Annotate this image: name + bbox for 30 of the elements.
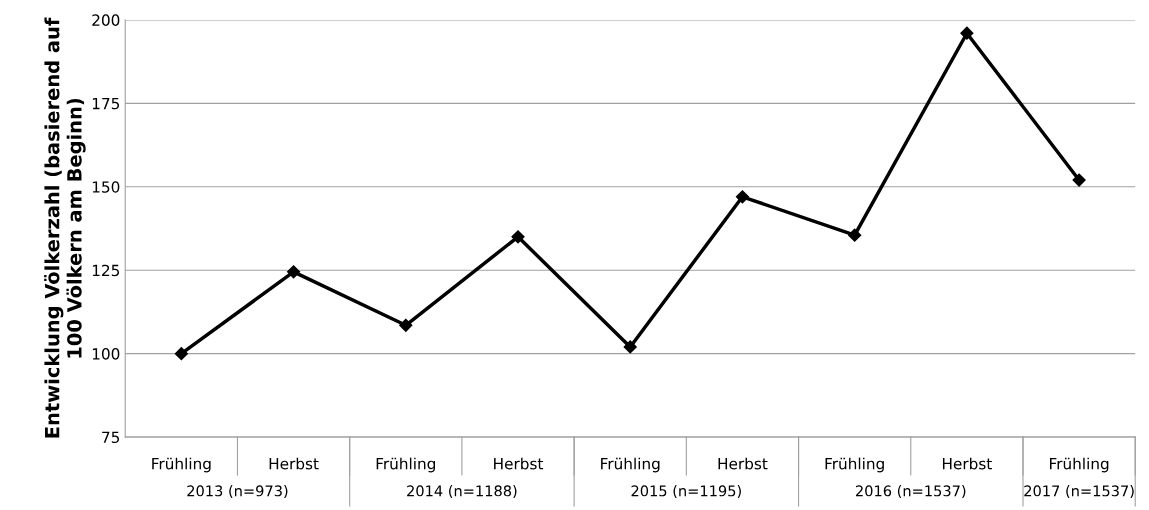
- y-tick-label: 100: [92, 348, 120, 360]
- x-tick-label: Frühling: [376, 457, 435, 473]
- point: [960, 26, 974, 40]
- y-axis-title: Entwicklung Völkerzahl (basierend auf 100 Völkern am Beginn): [44, 17, 86, 438]
- point: [399, 318, 413, 332]
- y-tick-label: 125: [92, 264, 120, 277]
- text: 2016 (n=1537): [855, 485, 966, 499]
- y-tick-label: 75: [102, 431, 120, 444]
- y-tick-label: 200: [92, 14, 120, 26]
- point: [623, 340, 637, 354]
- x-tick-label: Herbst: [269, 457, 319, 470]
- x-tick-label: Herbst: [494, 457, 544, 470]
- point: [511, 230, 525, 244]
- text: 2014 (n=1188): [407, 485, 517, 499]
- x-tick-label: Frühling: [601, 457, 660, 473]
- x-tick-label: Frühling: [152, 457, 211, 473]
- point: [1072, 173, 1086, 187]
- point: [174, 347, 188, 361]
- text: 2015 (n=1195): [631, 485, 741, 499]
- point: [286, 265, 301, 279]
- point: [735, 190, 750, 204]
- x-tick-label: Herbst: [718, 457, 768, 470]
- x-tick-label: Frühling: [825, 457, 884, 473]
- text: 2017 (n=1537): [1024, 485, 1134, 499]
- text: 2013 (n=973): [187, 485, 288, 499]
- point: [848, 228, 862, 242]
- y-tick-label: 175: [92, 97, 120, 110]
- y-tick-label: 150: [92, 181, 120, 193]
- x-tick-label: Herbst: [942, 457, 992, 470]
- x-tick-label: Frühling: [1050, 457, 1109, 473]
